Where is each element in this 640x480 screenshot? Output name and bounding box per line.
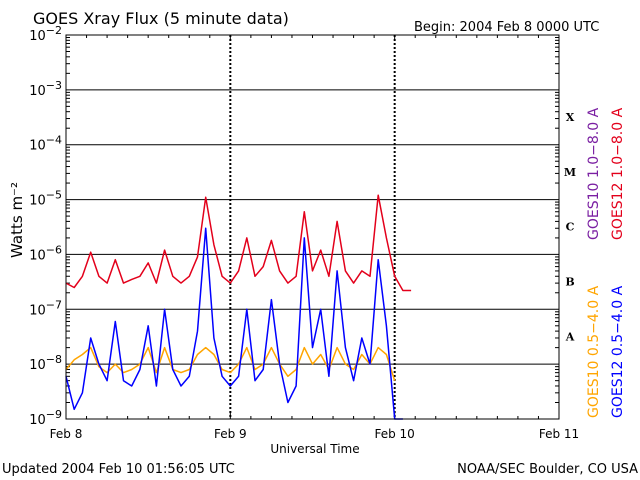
y-tick-label: 10−4 [29,134,62,154]
legend-goes12-long: GOES12 1.0−8.0 A [610,107,626,240]
x-axis-label: Universal Time [270,442,359,456]
begin-label: Begin: 2004 Feb 8 0000 UTC [414,20,599,35]
y-tick-label: 10−2 [29,24,62,44]
day-boundary-lines [229,35,396,419]
chart-title: GOES Xray Flux (5 minute data) [33,9,289,28]
series-group [65,194,412,420]
y-tick-label: 10−6 [29,243,62,263]
x-tick-label: Feb 8 [50,427,83,441]
minor-ticks [65,35,560,419]
x-tick-label: Feb 9 [214,427,247,441]
x-tick-label: Feb 10 [374,427,414,441]
flare-class-labels: A B C M X [564,111,576,343]
plot-frame [65,34,560,420]
series-line [65,346,396,381]
credit-label: NOAA/SEC Boulder, CO USA [457,462,638,477]
updated-label: Updated 2004 Feb 10 01:56:05 UTC [2,462,235,477]
flare-class-label: A [565,330,575,343]
flare-class-label: C [566,221,575,234]
y-axis-label: Watts m⁻² [8,182,26,258]
y-tick-label: 10−5 [29,189,62,209]
series-line [65,194,412,292]
flare-class-label: M [564,166,576,179]
decade-grid [66,89,559,365]
flare-class-label: X [566,111,575,124]
flare-class-label: B [565,276,574,289]
y-tick-label: 10−7 [29,298,62,318]
legend-goes10-long: GOES10 1.0−8.0 A [586,107,602,240]
y-tick-label: 10−9 [29,408,62,428]
x-tick-labels: Feb 8 Feb 9 Feb 10 Feb 11 [50,427,580,441]
legend-goes10-short: GOES10 0.5−4.0 A [586,285,602,418]
legend-goes12-short: GOES12 0.5−4.0 A [610,285,626,418]
x-tick-label: Feb 11 [539,427,579,441]
y-tick-label: 10−3 [29,79,62,99]
y-tick-label: 10−8 [29,353,62,373]
series-line [65,227,403,420]
y-tick-labels: 10−9 10−8 10−7 10−6 10−5 10−4 10−3 10−2 [29,24,62,428]
